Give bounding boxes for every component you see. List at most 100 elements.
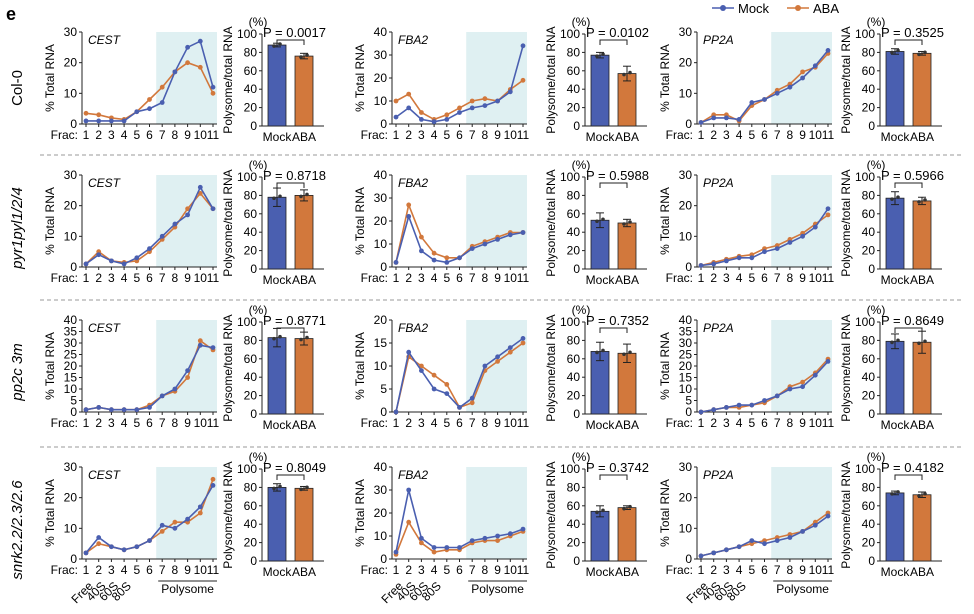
bar-mock [885, 197, 905, 270]
y-tick-label: 60 [862, 499, 876, 513]
y-tick-label: 100 [560, 170, 580, 184]
x-tick-label: 10 [504, 563, 518, 577]
replicate-point [278, 334, 282, 339]
x-tick-label: 5 [133, 416, 140, 430]
frac-label: Frac: [361, 563, 388, 577]
y-tick-label: 35 [679, 325, 693, 339]
y-tick-label: 40 [244, 225, 258, 239]
y-tick-label: 40 [567, 225, 581, 239]
point-mock [406, 105, 412, 111]
point-mock [147, 405, 152, 410]
gene-title: FBA2 [398, 321, 428, 335]
point-mock [825, 359, 831, 364]
replicate-point [890, 340, 894, 345]
point-mock [159, 393, 165, 399]
category-label: Mock [881, 273, 911, 287]
category-label: ABA [910, 273, 934, 287]
y-tick-label: 0 [573, 407, 580, 421]
point-mock [121, 547, 127, 553]
replicate-point [628, 504, 632, 509]
replicate-point [890, 50, 894, 55]
frac-label: Frac: [666, 563, 693, 577]
y-tick-label: 20 [64, 199, 78, 213]
point-mock [431, 119, 437, 125]
replicate-point [299, 337, 303, 342]
y-axis-label: % Total RNA [43, 332, 57, 400]
point-aba [96, 112, 102, 118]
x-tick-label: 7 [159, 563, 166, 577]
y-tick-label: 35 [64, 325, 78, 339]
y-tick-label: 20 [244, 244, 258, 258]
x-tick-label: 10 [194, 128, 208, 142]
point-mock [83, 407, 89, 413]
x-tick-label: 8 [482, 416, 489, 430]
point-mock [185, 368, 191, 373]
significance-bracket [599, 39, 628, 45]
x-tick-label: 6 [456, 271, 463, 285]
point-aba [197, 64, 203, 70]
replicate-point [917, 52, 921, 57]
bar-aba [617, 73, 637, 127]
x-tick-label: 2 [95, 128, 102, 142]
point-mock [457, 110, 462, 115]
point-aba [431, 372, 437, 378]
x-tick-label: 7 [159, 128, 166, 142]
gene-title: PP2A [703, 176, 734, 190]
point-aba [482, 96, 488, 102]
y-tick-label: 30 [679, 336, 693, 350]
y-axis-label: Polysome/total RNA [221, 169, 235, 276]
bar-aba [617, 507, 637, 562]
point-mock [520, 230, 526, 235]
x-tick-label: 5 [133, 128, 140, 142]
point-aba [469, 400, 475, 406]
category-label: ABA [292, 273, 316, 287]
point-mock [774, 90, 780, 96]
category-label: ABA [615, 565, 639, 579]
point-mock [812, 522, 818, 528]
x-tick-label: 4 [121, 416, 128, 430]
y-axis-label: % Total RNA [658, 479, 672, 547]
x-tick-label: 6 [146, 563, 153, 577]
y-tick-label: 30 [679, 168, 693, 182]
x-tick-label: 5 [748, 416, 755, 430]
y-tick-label: 30 [679, 460, 693, 474]
frac-label: Frac: [666, 271, 693, 285]
replicate-point [601, 348, 605, 353]
legend-aba-marker [795, 5, 801, 11]
x-tick-label: 4 [736, 563, 743, 577]
x-tick-label: 9 [799, 563, 806, 577]
x-tick-label: 3 [418, 563, 425, 577]
bar-aba [294, 338, 314, 415]
point-aba [159, 84, 165, 90]
y-tick-label: 10 [679, 86, 693, 100]
y-tick-label: 20 [374, 506, 388, 520]
y-tick-label: 40 [567, 370, 581, 384]
x-tick-label: 10 [809, 563, 823, 577]
unit-label: (%) [867, 158, 886, 172]
x-tick-label: 5 [133, 271, 140, 285]
point-mock [185, 212, 191, 218]
bar-chart-cest-row0: 0 20 40 60 80 100(%) Polysome/total RNA Mock ABA… [221, 15, 326, 144]
x-tick-label: 7 [469, 128, 476, 142]
frac-label: Frac: [51, 128, 78, 142]
x-tick-label: 11 [822, 271, 835, 285]
y-tick-label: 80 [862, 188, 876, 202]
y-tick-label: 0 [250, 407, 257, 421]
p-value: P = 0.8649 [881, 313, 944, 328]
y-tick-label: 40 [567, 82, 581, 96]
x-tick-label: 3 [108, 271, 115, 285]
point-mock [172, 221, 178, 227]
bar-chart-cest-row1: 0 20 40 60 80 100(%) Polysome/total RNA Mock ABA… [221, 158, 326, 287]
point-mock [724, 115, 729, 121]
y-axis-label: % Total RNA [353, 332, 367, 400]
x-tick-label: 4 [431, 128, 438, 142]
y-tick-label: 20 [567, 389, 581, 403]
point-mock [469, 395, 475, 401]
point-mock [762, 249, 767, 255]
point-mock [825, 206, 831, 212]
point-mock [159, 522, 165, 528]
y-tick-label: 80 [862, 45, 876, 59]
